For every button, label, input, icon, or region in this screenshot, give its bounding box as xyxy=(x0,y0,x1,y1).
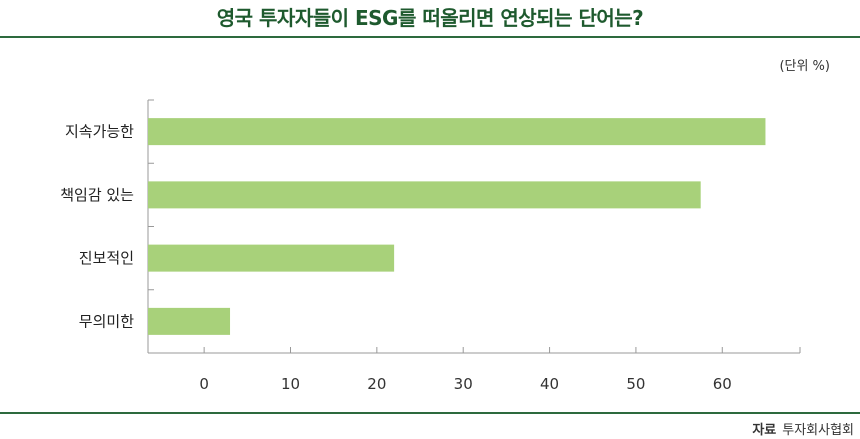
category-label: 무의미한 xyxy=(79,312,134,330)
source-label: 자료 xyxy=(752,423,777,438)
chart-title: 영국 투자자들이 ESG를 떠올리면 연상되는 단어는? xyxy=(216,6,644,30)
bar xyxy=(148,181,701,209)
x-tick-label: 60 xyxy=(713,375,732,393)
source-note: 자료 투자회사협회 xyxy=(752,419,854,438)
top-rule xyxy=(0,36,860,38)
bar xyxy=(148,118,766,146)
x-tick-label: 50 xyxy=(626,375,645,393)
bar xyxy=(148,307,231,335)
x-tick-label: 30 xyxy=(454,375,473,393)
bar xyxy=(148,244,395,272)
category-label: 지속가능한 xyxy=(65,123,134,141)
category-label: 진보적인 xyxy=(79,249,134,267)
x-tick-label: 20 xyxy=(367,375,386,393)
x-tick-label: 10 xyxy=(281,375,300,393)
x-tick-label: 0 xyxy=(199,375,209,393)
source-text: 투자회사협회 xyxy=(782,423,854,438)
bottom-rule xyxy=(0,412,860,414)
category-label: 책임감 있는 xyxy=(60,186,134,204)
unit-label: (단위 %) xyxy=(779,59,830,74)
x-tick-label: 40 xyxy=(540,375,559,393)
